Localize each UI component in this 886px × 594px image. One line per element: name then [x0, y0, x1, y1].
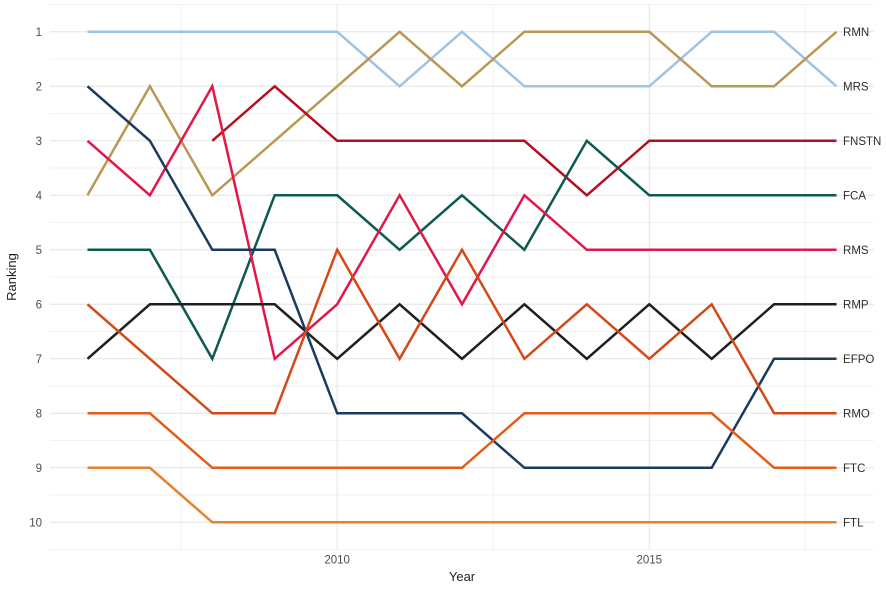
- series-label-mrs: MRS: [843, 81, 869, 93]
- series-label-fnstn: FNSTN: [843, 136, 881, 148]
- series-line-rmo: [86, 246, 837, 415]
- series-line-fnstn: [211, 84, 837, 197]
- y-tick-label: 3: [36, 136, 42, 148]
- x-tick-label: 2015: [636, 555, 662, 567]
- y-tick-label: 6: [36, 299, 42, 311]
- series-line-ftc: [87, 412, 837, 470]
- y-tick-label: 4: [36, 190, 43, 202]
- series-line-efpo: [86, 85, 837, 470]
- series-line-mrs: [87, 30, 838, 88]
- series-line-rmn: [86, 30, 838, 198]
- series-line-rmp: [86, 302, 837, 361]
- series-label-rmn: RMN: [843, 27, 869, 39]
- series-label-rmp: RMP: [843, 299, 869, 311]
- y-axis-title: Ranking: [4, 253, 19, 301]
- series-label-ftc: FTC: [843, 463, 865, 475]
- y-tick-label: 2: [36, 81, 42, 93]
- series-line-rms: [86, 82, 837, 362]
- y-tick-label: 7: [36, 354, 42, 366]
- y-tick-label: 1: [36, 27, 42, 39]
- y-tick-label: 10: [29, 517, 42, 529]
- x-axis-title: Year: [449, 569, 476, 584]
- y-tick-label: 8: [36, 408, 42, 420]
- series-line-ftl: [87, 466, 837, 524]
- series-label-rmo: RMO: [843, 408, 870, 420]
- y-tick-label: 9: [36, 463, 42, 475]
- series-label-fca: FCA: [843, 190, 866, 202]
- series-label-rms: RMS: [843, 245, 869, 257]
- series-line-fca: [87, 138, 837, 362]
- y-tick-label: 5: [36, 245, 42, 257]
- series-label-efpo: EFPO: [843, 354, 874, 366]
- x-tick-label: 2010: [324, 555, 350, 567]
- series-label-ftl: FTL: [843, 517, 864, 529]
